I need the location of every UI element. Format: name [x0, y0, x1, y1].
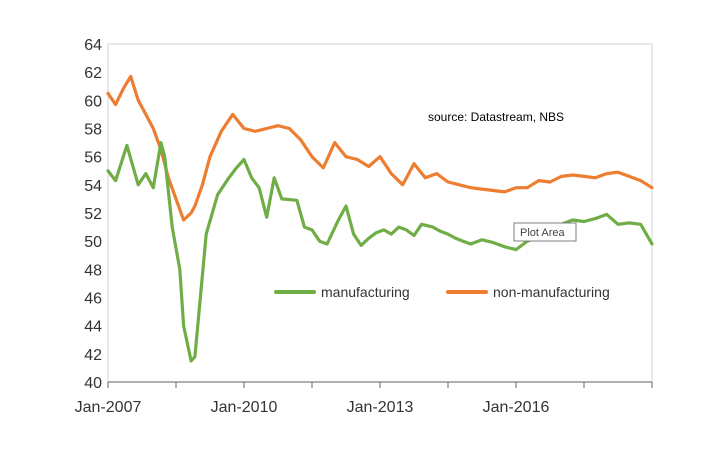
legend-label-non-manufacturing: non-manufacturing — [493, 284, 610, 300]
y-tick-label: 50 — [84, 234, 102, 251]
y-tick-label: 64 — [84, 37, 102, 54]
y-tick-label: 44 — [84, 319, 102, 336]
series-line-non-manufacturing — [106, 74, 654, 222]
y-tick-label: 52 — [84, 206, 102, 223]
legend: manufacturing non-manufacturing — [274, 284, 610, 300]
x-tick-label: Jan-2007 — [75, 399, 142, 416]
series-layer — [106, 74, 654, 363]
source-annotation: source: Datastream, NBS — [428, 110, 564, 124]
legend-item-manufacturing: manufacturing — [274, 284, 410, 300]
legend-label-manufacturing: manufacturing — [321, 284, 410, 300]
y-tick-label: 58 — [84, 122, 102, 139]
legend-item-non-manufacturing: non-manufacturing — [446, 284, 610, 300]
x-tick-label: Jan-2013 — [347, 399, 414, 416]
tooltip-text: Plot Area — [520, 227, 566, 239]
x-tick-label: Jan-2016 — [483, 399, 550, 416]
tooltip-box — [513, 222, 577, 242]
x-tick-label: Jan-2010 — [211, 399, 278, 416]
y-tick-label: 46 — [84, 291, 102, 308]
y-tick-label: 42 — [84, 347, 102, 364]
y-axis: 40 42 44 46 48 50 52 54 56 58 60 62 64 — [84, 37, 102, 392]
y-tick-label: 54 — [84, 178, 102, 195]
y-tick-label: 48 — [84, 262, 102, 279]
x-axis: Jan-2007 Jan-2010 Jan-2013 Jan-2016 — [75, 381, 653, 416]
y-tick-label: 56 — [84, 150, 102, 167]
y-tick-label: 60 — [84, 93, 102, 110]
plot-area-tooltip: Plot Area — [513, 222, 577, 242]
y-tick-label: 40 — [84, 375, 102, 392]
y-tick-label: 62 — [84, 65, 102, 82]
